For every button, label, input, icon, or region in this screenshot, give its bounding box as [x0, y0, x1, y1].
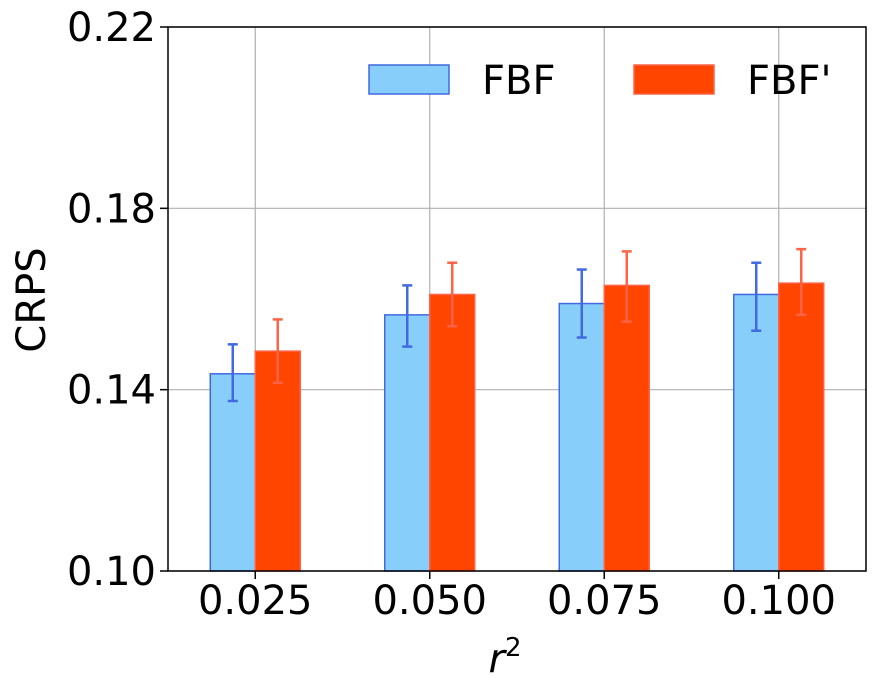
- error-bar-fbf-prime: [621, 250, 632, 323]
- legend-label: FBF: [482, 58, 555, 104]
- error-bar-fbf-prime: [272, 318, 283, 385]
- x-tick-label: 0.075: [547, 578, 662, 624]
- error-bar-fbf: [227, 343, 238, 403]
- bar-fbf: [733, 293, 780, 572]
- legend: FBF FBF': [368, 58, 831, 104]
- legend-item-fbf-prime: FBF': [633, 58, 831, 104]
- legend-label: FBF': [747, 58, 831, 104]
- error-bar-fbf: [402, 284, 413, 348]
- x-tick-label: 0.050: [372, 578, 487, 624]
- x-axis-label: r2: [489, 633, 522, 682]
- error-bar-fbf: [751, 261, 762, 332]
- x-axis-label-superscript: 2: [505, 633, 522, 663]
- y-tick-label: 0.18: [67, 186, 156, 232]
- plot-frame: [167, 26, 867, 572]
- bar-fbf: [558, 302, 605, 572]
- error-bar-fbf-prime: [447, 261, 458, 328]
- legend-swatch: [633, 64, 715, 95]
- x-tick-label: 0.025: [198, 578, 313, 624]
- bar-fbf-prime: [254, 350, 301, 572]
- x-axis-label-base: r: [489, 636, 508, 682]
- bar-fbf: [209, 373, 256, 572]
- bar-fbf-prime: [778, 282, 825, 572]
- legend-swatch: [368, 64, 450, 95]
- error-bars-layer: [227, 247, 807, 403]
- y-tick-label: 0.14: [67, 368, 156, 414]
- y-tick-label: 0.22: [67, 5, 156, 51]
- error-bar-fbf: [576, 268, 587, 339]
- y-tick-label: 0.10: [67, 549, 156, 595]
- error-bar-fbf-prime: [796, 247, 807, 317]
- bars-layer: [209, 282, 825, 572]
- bar-fbf-prime: [429, 293, 476, 572]
- ticks-layer: 0.10 0.14 0.18 0.22 0.025 0.050 0.075 0.100: [67, 5, 836, 624]
- bar-fbf: [384, 314, 431, 572]
- bar-fbf-prime: [603, 284, 650, 572]
- legend-item-fbf: FBF: [368, 58, 555, 104]
- y-axis-label: CRPS: [9, 247, 55, 352]
- x-tick-label: 0.100: [721, 578, 836, 624]
